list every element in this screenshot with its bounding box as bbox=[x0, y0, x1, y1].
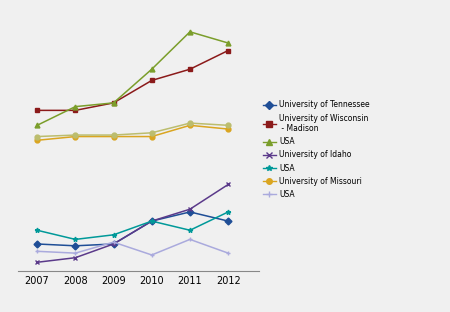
USA_idaho bbox=[225, 210, 231, 214]
USA bbox=[225, 41, 231, 45]
University of Wisconsin - Madison bbox=[34, 109, 40, 112]
USA_missouri bbox=[225, 124, 231, 127]
University of Idaho bbox=[34, 261, 40, 264]
University of Missouri bbox=[72, 135, 78, 139]
USA_tennessee bbox=[34, 249, 40, 253]
USA_missouri bbox=[111, 133, 116, 137]
USA bbox=[72, 105, 78, 109]
Line: USA_tennessee: USA_tennessee bbox=[35, 237, 230, 257]
University of Missouri bbox=[34, 139, 40, 142]
University of Wisconsin - Madison bbox=[149, 79, 154, 82]
USA_tennessee bbox=[111, 240, 116, 244]
USA_idaho bbox=[72, 237, 78, 241]
University of Missouri bbox=[187, 124, 193, 127]
USA_missouri bbox=[187, 121, 193, 125]
University of Tennessee bbox=[187, 210, 193, 214]
University of Missouri bbox=[149, 135, 154, 139]
Line: University of Idaho: University of Idaho bbox=[35, 182, 230, 265]
University of Tennessee bbox=[225, 219, 231, 223]
University of Idaho bbox=[72, 256, 78, 260]
USA_idaho bbox=[34, 228, 40, 232]
USA_missouri bbox=[34, 135, 40, 139]
Line: University of Missouri: University of Missouri bbox=[35, 123, 230, 143]
Line: USA_idaho: USA_idaho bbox=[35, 210, 230, 242]
University of Missouri bbox=[225, 127, 231, 131]
USA_idaho bbox=[111, 233, 116, 237]
USA_tennessee bbox=[72, 251, 78, 255]
USA_idaho bbox=[187, 228, 193, 232]
University of Tennessee bbox=[111, 242, 116, 246]
University of Idaho bbox=[225, 183, 231, 186]
USA_tennessee bbox=[149, 253, 154, 257]
University of Idaho bbox=[187, 207, 193, 211]
USA_missouri bbox=[149, 131, 154, 135]
University of Missouri bbox=[111, 135, 116, 139]
USA bbox=[187, 30, 193, 34]
USA_tennessee bbox=[187, 237, 193, 241]
USA bbox=[111, 101, 116, 105]
University of Tennessee bbox=[72, 244, 78, 248]
University of Wisconsin - Madison bbox=[111, 101, 116, 105]
USA bbox=[149, 67, 154, 71]
Legend: University of Tennessee, University of Wisconsin
 - Madison, USA, University of : University of Tennessee, University of W… bbox=[262, 100, 370, 199]
Line: University of Tennessee: University of Tennessee bbox=[35, 210, 230, 248]
University of Wisconsin - Madison bbox=[225, 49, 231, 52]
Line: USA: USA bbox=[35, 29, 230, 128]
USA bbox=[34, 124, 40, 127]
University of Tennessee bbox=[34, 242, 40, 246]
USA_missouri bbox=[72, 133, 78, 137]
University of Idaho bbox=[111, 242, 116, 246]
University of Wisconsin - Madison bbox=[187, 67, 193, 71]
Line: USA_missouri: USA_missouri bbox=[35, 121, 230, 139]
University of Tennessee bbox=[149, 219, 154, 223]
University of Wisconsin - Madison bbox=[72, 109, 78, 112]
USA_tennessee bbox=[225, 251, 231, 255]
Line: University of Wisconsin - Madison: University of Wisconsin - Madison bbox=[35, 48, 230, 113]
University of Idaho bbox=[149, 219, 154, 223]
USA_idaho bbox=[149, 219, 154, 223]
